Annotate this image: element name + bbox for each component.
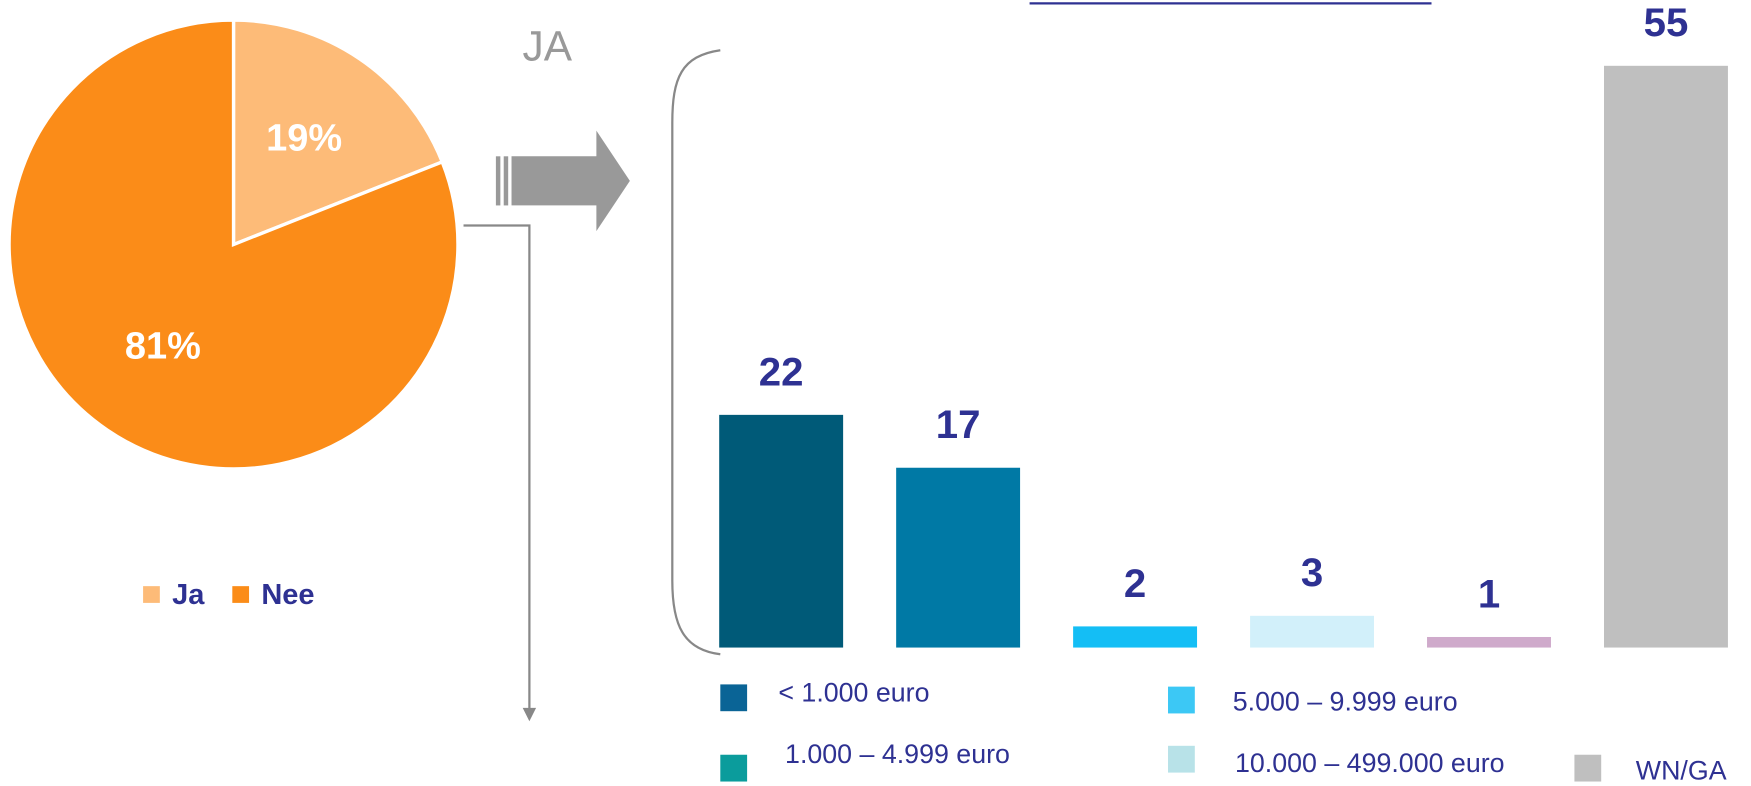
bar [719, 414, 844, 648]
legend-swatch [1574, 754, 1602, 782]
bar [1073, 626, 1198, 648]
value-label: 1 [1478, 571, 1500, 616]
bracket [671, 49, 721, 656]
legend-label: 5.000 – 9.999 euro [1233, 686, 1458, 716]
pie-slice [7, 18, 460, 471]
connector [463, 224, 531, 711]
arrow [495, 130, 630, 232]
pie-slice [231, 18, 445, 247]
value-label: 55 [1644, 0, 1689, 45]
value-label: 17 [936, 402, 981, 447]
legend-label: Nee [261, 579, 314, 611]
value-label: 22 [759, 349, 804, 394]
connector-head [522, 707, 537, 722]
value-label: 2 [1124, 561, 1146, 606]
annotation: JA [523, 22, 573, 69]
legend-label: 1.000 – 4.999 euro [785, 739, 1010, 769]
legend-swatch [232, 586, 250, 603]
legend-swatch [720, 684, 748, 712]
bar [1250, 615, 1375, 648]
slice-label: 81% [125, 325, 201, 367]
legend-label: Ja [172, 579, 205, 611]
legend-swatch [1168, 745, 1195, 773]
legend-label: < 1.000 euro [778, 678, 929, 708]
bar [896, 467, 1021, 648]
bar [1604, 65, 1728, 648]
legend-label: WN/GA [1636, 756, 1727, 786]
slice-label: 19% [266, 118, 342, 160]
value-label: 3 [1301, 550, 1323, 595]
legend-swatch [720, 754, 748, 782]
bar [1427, 636, 1551, 648]
legend-label: 10.000 – 499.000 euro [1235, 748, 1505, 778]
legend-swatch [143, 586, 160, 603]
legend-swatch [1168, 686, 1195, 714]
